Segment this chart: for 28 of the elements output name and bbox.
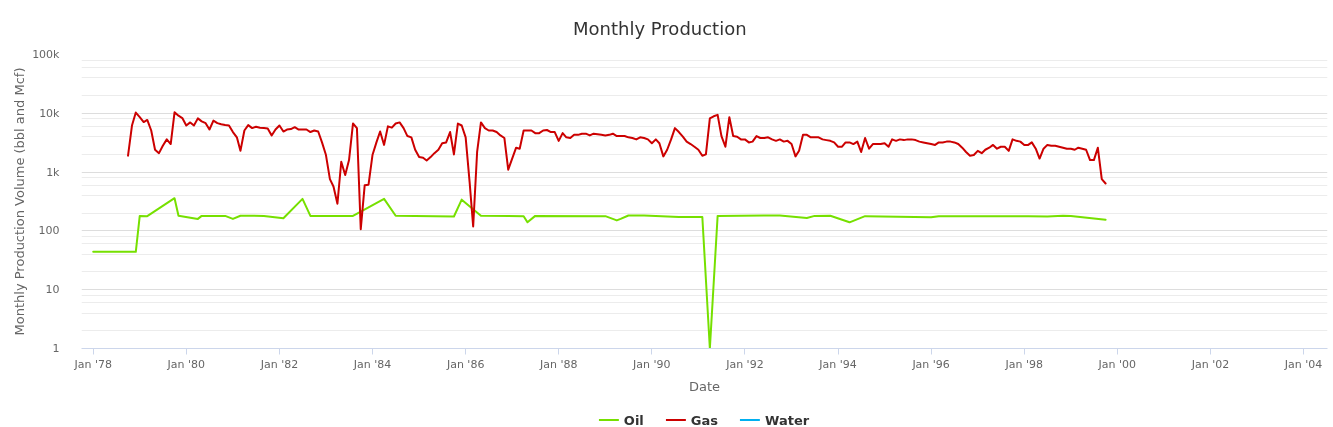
x-tick-label: Jan '98 — [1004, 357, 1044, 371]
line-series — [92, 197, 1107, 349]
x-tick-label: Jan '02 — [1190, 357, 1230, 371]
x-tick-label: Jan '84 — [352, 357, 392, 371]
legend-label: Water — [765, 412, 810, 427]
x-tick-label: Jan '90 — [632, 357, 671, 371]
x-tick-label: Jan '00 — [1097, 357, 1137, 371]
x-tick-label: Jan '04 — [1283, 357, 1323, 371]
x-tick-label: Jan '78 — [73, 357, 112, 371]
y-tick-label: 100k — [32, 48, 61, 61]
chart-title: Monthly Production — [573, 18, 747, 39]
x-tick-label: Jan '88 — [538, 357, 578, 371]
x-axis-title: Date — [688, 378, 721, 394]
y-tick-label: 10 — [45, 283, 60, 297]
legend-label: Gas — [690, 412, 719, 427]
y-tick-label: 1 — [52, 342, 60, 355]
line-series — [127, 111, 1107, 231]
x-tick-label: Jan '92 — [725, 357, 764, 371]
x-tick-label: Jan '86 — [445, 357, 485, 371]
y-tick-label: 1k — [46, 165, 61, 179]
y-axis-title: Monthly Production Volume (bbl and Mcf) — [12, 67, 28, 336]
x-tick-label: Jan '96 — [911, 357, 950, 371]
legend-label: Oil — [623, 412, 644, 427]
x-tick-label: Jan '80 — [166, 357, 206, 371]
x-tick-label: Jan '94 — [818, 357, 857, 371]
x-tick-label: Jan '82 — [259, 357, 299, 371]
y-tick-label: 10k — [39, 106, 61, 120]
y-tick-label: 100 — [38, 224, 60, 238]
